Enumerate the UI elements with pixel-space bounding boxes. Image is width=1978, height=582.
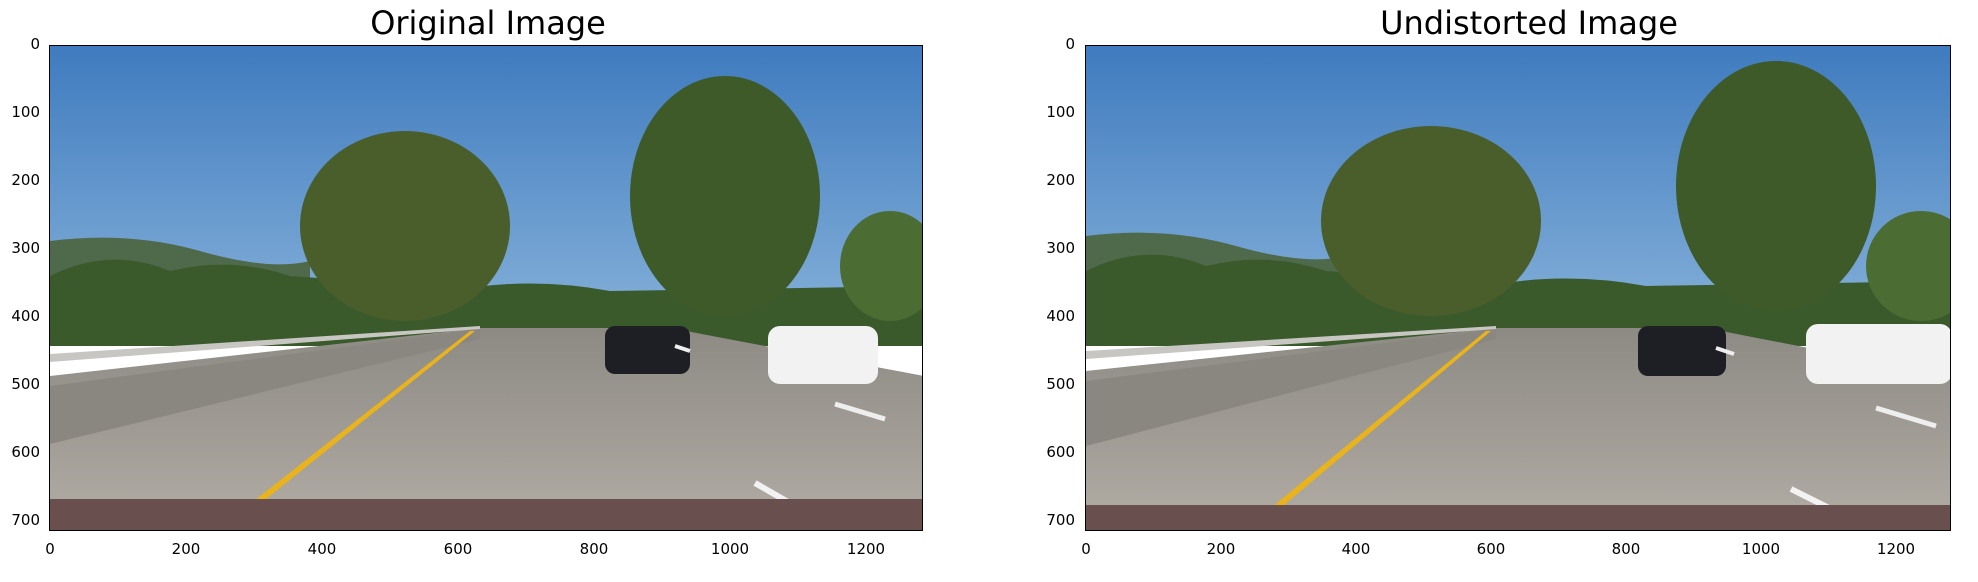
big-tree-right [630, 76, 820, 316]
x-tick-label: 600 [443, 540, 473, 558]
tree-far-right [1866, 211, 1950, 321]
big-tree-left [1321, 126, 1541, 316]
x-tick-label: 400 [1341, 540, 1371, 558]
y-tick-label: 500 [11, 375, 40, 393]
tree-line [1086, 254, 1950, 346]
panel-title: Original Image [370, 4, 606, 42]
original-road-photo [50, 46, 922, 530]
x-tick-label: 0 [1081, 540, 1091, 558]
original-image-panel: Original Image [11, 4, 923, 558]
tree-line [50, 259, 922, 346]
lane-line-yellow [245, 331, 475, 508]
concrete-barrier [1086, 329, 1496, 446]
y-tick-label: 100 [1046, 103, 1075, 121]
concrete-barrier [50, 329, 480, 444]
y-tick-label: 200 [11, 171, 40, 189]
y-tick-label: 300 [11, 239, 40, 257]
undistorted-image-panel: Undistorted Image [1035, 0, 1978, 582]
y-tick-label: 600 [1046, 443, 1075, 461]
x-tick-label: 800 [1611, 540, 1641, 558]
car-hood [1086, 505, 1950, 530]
x-tick-label: 800 [579, 540, 609, 558]
lane-line-yellow [1261, 331, 1491, 516]
y-tick-label: 100 [11, 103, 40, 121]
y-tick-label: 400 [11, 307, 40, 325]
x-tick-label: 400 [307, 540, 337, 558]
undistorted-road-photo [1086, 46, 1950, 530]
undistorted-image-plot [1085, 45, 1951, 531]
tree-far-right [840, 211, 922, 321]
lane-dash-2 [1875, 405, 1937, 429]
y-tick-label: 300 [1046, 239, 1075, 257]
big-tree-right [1676, 61, 1876, 311]
car-white [768, 326, 878, 384]
guard-rail [1086, 326, 1496, 359]
y-tick-label: 200 [1046, 171, 1075, 189]
x-tick-label: 1200 [846, 540, 886, 558]
y-tick-label: 700 [1046, 511, 1075, 529]
big-tree-left [300, 131, 510, 321]
y-tick-label: 500 [1046, 375, 1075, 393]
y-tick-label: 0 [30, 35, 40, 53]
y-tick-label: 400 [1046, 307, 1075, 325]
guard-rail [50, 326, 480, 362]
x-tick-label: 200 [1206, 540, 1236, 558]
x-tick-label: 1000 [1741, 540, 1781, 558]
y-tick-label: 700 [11, 511, 40, 529]
y-tick-label: 600 [11, 443, 40, 461]
car-black [605, 326, 690, 374]
lane-dash-1 [674, 344, 691, 353]
panel-title: Undistorted Image [1380, 4, 1678, 42]
x-tick-label: 600 [1476, 540, 1506, 558]
x-tick-label: 1000 [710, 540, 750, 558]
lane-dash-1 [1715, 346, 1735, 356]
car-white [1806, 324, 1950, 384]
x-tick-label: 200 [171, 540, 201, 558]
car-hood [50, 499, 922, 530]
car-black [1638, 326, 1726, 376]
x-tick-label: 1200 [1876, 540, 1916, 558]
original-image-plot [49, 45, 923, 531]
x-tick-label: 0 [45, 540, 55, 558]
y-tick-label: 0 [1065, 35, 1075, 53]
lane-dash-2 [834, 401, 886, 422]
